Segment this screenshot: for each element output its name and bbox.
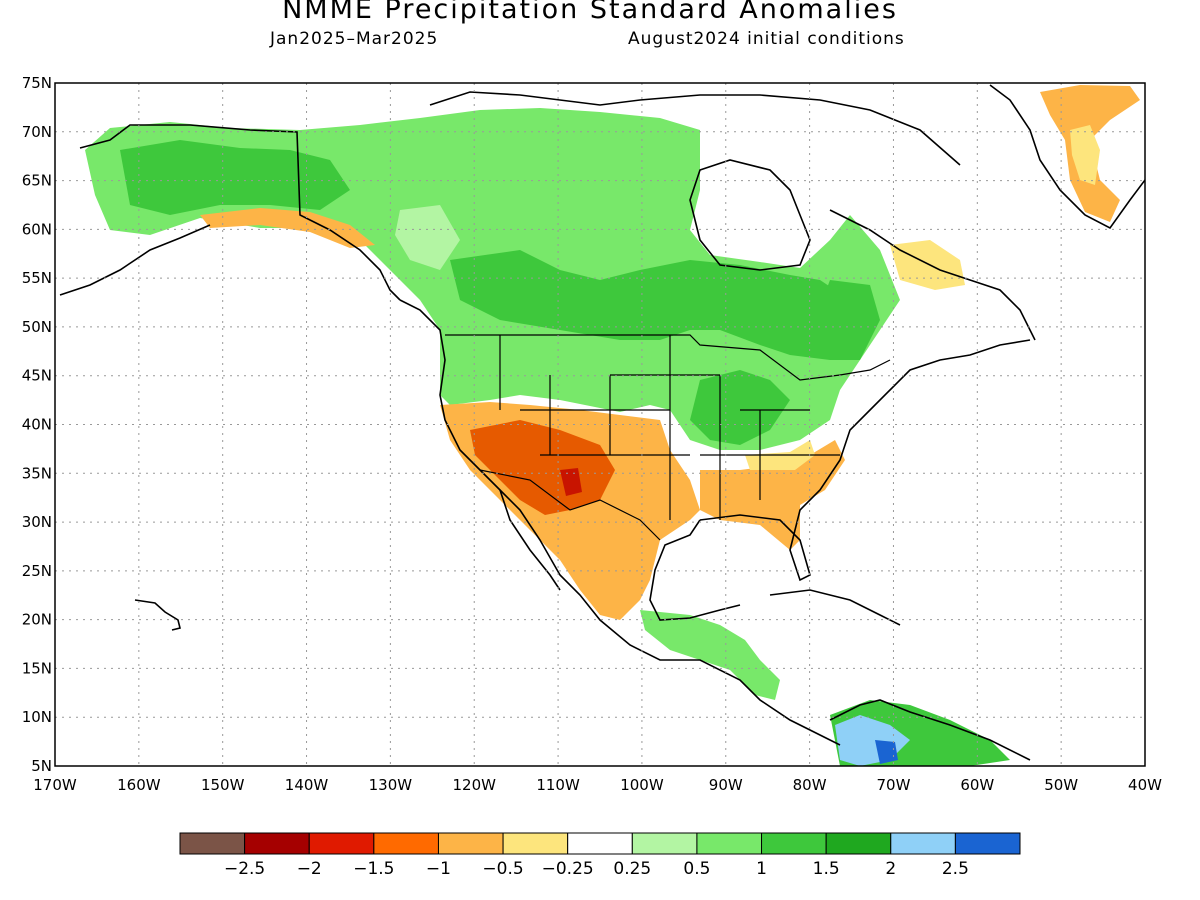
wet-strong-alaska [120, 140, 350, 215]
lon-label: 170W [33, 776, 77, 794]
lon-label: 90W [709, 776, 743, 794]
colorbar-swatch [373, 832, 439, 855]
lat-label: 50N [22, 318, 52, 336]
lat-label: 45N [22, 367, 52, 385]
dry-region-gulf-alaska [200, 208, 375, 248]
lat-label: 30N [22, 513, 52, 531]
colorbar-label: 2 [885, 859, 896, 879]
coast-labrador [829, 209, 1036, 341]
lon-label: 160W [117, 776, 161, 794]
colorbar-label: 0.25 [613, 859, 651, 879]
wet-strong-labrador [815, 280, 880, 360]
colorbar-label: −0.25 [542, 859, 594, 879]
dry-extreme-core [560, 468, 582, 496]
longitude-labels: 170W 160W 150W 140W 130W 120W 110W 100W 90W 80W 70… [33, 776, 1162, 794]
colorbar-label: 1 [756, 859, 767, 879]
colorbar-label: −0.5 [482, 859, 523, 879]
state-lines [499, 335, 840, 520]
colorbar-swatch [308, 832, 375, 855]
coast-aleutians [59, 224, 211, 296]
map-title: NMME Precipitation Standard Anomalies [282, 0, 898, 25]
lat-label: 40N [22, 416, 52, 434]
colorbar-label: 0.5 [683, 859, 710, 879]
us-mexico-border [479, 469, 661, 541]
coast-south-america [829, 699, 1031, 761]
gridlines [55, 83, 1145, 766]
forecast-period: Jan2025–Mar2025 [270, 29, 439, 49]
lat-label: 35N [22, 464, 52, 482]
lat-label: 25N [22, 562, 52, 580]
colorbar-swatch [437, 832, 504, 855]
lat-label: 55N [22, 269, 52, 287]
lon-label: 140W [285, 776, 329, 794]
coast-alaska [79, 124, 401, 301]
dry-region-southeast [700, 440, 845, 550]
lon-label: 150W [201, 776, 245, 794]
colorbar-label: −1 [426, 859, 451, 879]
colorbar-swatch [696, 832, 763, 855]
coast-west-north-america [399, 299, 841, 746]
dry-weak-greenland [1070, 125, 1100, 185]
lon-label: 50W [1044, 776, 1078, 794]
coastlines [59, 84, 1145, 761]
coast-gulf-mexico [649, 519, 741, 621]
coast-arctic-islands [429, 91, 961, 166]
coast-baja [499, 489, 561, 591]
colorbar-swatch [244, 832, 310, 855]
lat-label: 15N [22, 659, 52, 677]
wet-region-central-america [640, 610, 780, 700]
lat-label: 70N [22, 123, 52, 141]
colorbar-swatch [567, 832, 633, 855]
coast-hudson-bay [689, 159, 811, 271]
wet-strong-midwest [690, 370, 790, 445]
colorbar-swatch [502, 832, 569, 855]
colorbar-label: −2.5 [224, 859, 265, 879]
colorbar-swatch [179, 832, 246, 855]
lon-label: 70W [877, 776, 911, 794]
colorbar-swatch [954, 832, 1021, 855]
initial-conditions: August2024 initial conditions [628, 29, 905, 49]
dry-region-quebec [890, 240, 965, 290]
colorbar-swatch [631, 832, 698, 855]
lat-label: 65N [22, 172, 52, 190]
lon-label: 60W [960, 776, 994, 794]
boundaries [445, 334, 891, 541]
lon-label: 130W [369, 776, 413, 794]
lat-label: 20N [22, 611, 52, 629]
coast-east-us [699, 339, 1031, 582]
lat-label: 10N [22, 708, 52, 726]
colorbar-label: −1.5 [353, 859, 394, 879]
lon-label: 110W [536, 776, 580, 794]
colorbar-swatch [825, 832, 892, 855]
anomaly-field [85, 85, 1140, 766]
lon-label: 80W [793, 776, 827, 794]
colorbar [179, 832, 1021, 855]
us-canada-border [445, 334, 891, 381]
latitude-labels: 75N 70N 65N 60N 55N 50N 45N 40N 35N 30N 25N 20N 15N 1… [22, 74, 52, 775]
lat-label: 75N [22, 74, 52, 92]
lon-label: 120W [452, 776, 496, 794]
lat-label: 60N [22, 220, 52, 238]
wet-weak-band [395, 205, 460, 270]
colorbar-swatch [761, 832, 827, 855]
coast-hawaii [134, 599, 181, 631]
lat-label: 5N [31, 757, 52, 775]
lon-label: 100W [620, 776, 664, 794]
colorbar-label: −2 [297, 859, 322, 879]
colorbar-label: 1.5 [813, 859, 840, 879]
map-frame [54, 82, 1146, 767]
coast-cuba [769, 589, 901, 626]
wet-strong-canada [450, 250, 860, 360]
colorbar-swatch [890, 832, 956, 855]
colorbar-labels: −2.5 −2 −1.5 −1 −0.5 −0.25 0.25 0.5 1 1.5 2 2.5 [224, 859, 969, 879]
extreme-wet-colombia [875, 740, 898, 764]
colorbar-label: 2.5 [942, 859, 969, 879]
coast-greenland [989, 84, 1145, 230]
lon-label: 40W [1128, 776, 1162, 794]
